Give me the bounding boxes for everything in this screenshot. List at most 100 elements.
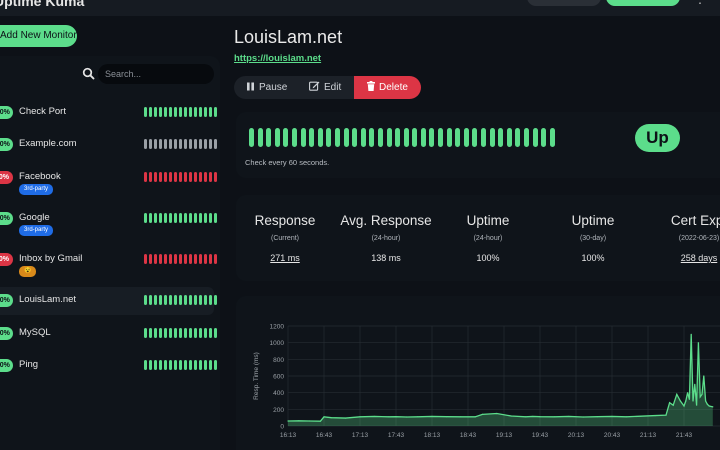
heartbeat-beat[interactable] (184, 254, 187, 264)
heartbeat-beat[interactable] (214, 360, 217, 370)
heartbeat-beat[interactable] (169, 360, 172, 370)
heartbeat-beat[interactable] (204, 139, 207, 149)
heartbeat-beat[interactable] (209, 328, 212, 338)
heartbeat-beat[interactable] (209, 107, 212, 117)
heartbeat-beat[interactable] (343, 128, 349, 147)
heartbeat-beat[interactable] (377, 128, 383, 147)
heartbeat-beat[interactable] (194, 139, 197, 149)
heartbeat-beat[interactable] (204, 360, 207, 370)
heartbeat-beat[interactable] (204, 254, 207, 264)
heartbeat-beat[interactable] (209, 254, 212, 264)
heartbeat-beat[interactable] (144, 254, 147, 264)
monitor-item[interactable]: 0% Inbox by Gmail 😵 (0, 246, 217, 277)
header-button-secondary[interactable] (527, 0, 601, 6)
heartbeat-beat[interactable] (209, 295, 212, 305)
heartbeat-beat[interactable] (159, 107, 162, 117)
heartbeat-beat[interactable] (169, 254, 172, 264)
heartbeat-beat[interactable] (169, 139, 172, 149)
heartbeat-beat[interactable] (463, 128, 469, 147)
heartbeat-beat[interactable] (403, 128, 409, 147)
heartbeat-beat[interactable] (541, 128, 547, 147)
heartbeat-beat[interactable] (154, 254, 157, 264)
heartbeat-beat[interactable] (164, 360, 167, 370)
heartbeat-beat[interactable] (199, 360, 202, 370)
heartbeat-beat[interactable] (144, 360, 147, 370)
heartbeat-beat[interactable] (164, 254, 167, 264)
heartbeat-beat[interactable] (204, 172, 207, 182)
heartbeat-beat[interactable] (214, 328, 217, 338)
heartbeat-beat[interactable] (524, 128, 529, 147)
heartbeat-beat[interactable] (159, 328, 162, 338)
heartbeat-beat[interactable] (174, 295, 177, 305)
heartbeat-beat[interactable] (149, 254, 152, 264)
heartbeat-beat[interactable] (159, 295, 162, 305)
monitor-item[interactable]: 0% Facebook 3rd-party (0, 164, 217, 195)
heartbeat-beat[interactable] (169, 107, 172, 117)
edit-button[interactable]: Edit (296, 76, 354, 99)
heartbeat-beat[interactable] (149, 360, 152, 370)
pause-button[interactable]: Pause (234, 76, 296, 99)
heartbeat-beat[interactable] (214, 295, 217, 305)
heartbeat-beat[interactable] (149, 172, 152, 182)
heartbeat-beat[interactable] (214, 107, 217, 117)
heartbeat-beat[interactable] (334, 128, 340, 147)
heartbeat-beat[interactable] (179, 139, 182, 149)
heartbeat-beat[interactable] (204, 213, 207, 223)
header-button-primary[interactable] (606, 0, 680, 6)
heartbeat-beat[interactable] (154, 295, 157, 305)
heartbeat-beat[interactable] (174, 328, 177, 338)
heartbeat-beat[interactable] (164, 139, 167, 149)
heartbeat-beat[interactable] (189, 295, 192, 305)
heartbeat-beat[interactable] (149, 328, 152, 338)
heartbeat-beat[interactable] (204, 295, 207, 305)
heartbeat-beat[interactable] (194, 172, 197, 182)
heartbeat-beat[interactable] (184, 360, 187, 370)
heartbeat-beat[interactable] (164, 213, 167, 223)
heartbeat-beat[interactable] (317, 128, 323, 147)
heartbeat-beat[interactable] (199, 254, 202, 264)
heartbeat-beat[interactable] (174, 213, 177, 223)
heartbeat-beat[interactable] (429, 128, 435, 147)
stat-value[interactable]: 271 ms (270, 253, 300, 263)
monitor-item[interactable]: 100% Check Port (0, 99, 217, 127)
heartbeat-beat[interactable] (199, 213, 202, 223)
search-input[interactable] (98, 64, 214, 84)
stat-value[interactable]: 258 days (680, 253, 718, 263)
heartbeat-beat[interactable] (179, 295, 182, 305)
heartbeat-beat[interactable] (515, 128, 521, 147)
heartbeat-beat[interactable] (481, 128, 487, 147)
heartbeat-beat[interactable] (184, 213, 187, 223)
heartbeat-beat[interactable] (455, 128, 461, 147)
heartbeat-beat[interactable] (189, 213, 192, 223)
heartbeat-beat[interactable] (204, 328, 207, 338)
heartbeat-beat[interactable] (506, 128, 512, 147)
heartbeat-beat[interactable] (266, 128, 272, 147)
heartbeat-beat[interactable] (283, 128, 289, 147)
heartbeat-beat[interactable] (369, 128, 375, 147)
heartbeat-beat[interactable] (149, 107, 152, 117)
heartbeat-beat[interactable] (214, 213, 217, 223)
heartbeat-beat[interactable] (498, 128, 504, 147)
heartbeat-beat[interactable] (420, 128, 426, 147)
heartbeat-beat[interactable] (179, 254, 182, 264)
add-new-monitor-button[interactable]: Add New Monitor (0, 25, 77, 47)
heartbeat-beat[interactable] (169, 328, 172, 338)
heartbeat-beat[interactable] (164, 172, 167, 182)
heartbeat-beat[interactable] (154, 107, 157, 117)
heartbeat-beat[interactable] (174, 172, 177, 182)
heartbeat-beat[interactable] (446, 128, 452, 147)
heartbeat-beat[interactable] (189, 254, 192, 264)
heartbeat-beat[interactable] (169, 172, 172, 182)
heartbeat-beat[interactable] (214, 139, 217, 149)
heartbeat-beat[interactable] (159, 139, 162, 149)
heartbeat-beat[interactable] (189, 360, 192, 370)
heartbeat-beat[interactable] (184, 139, 187, 149)
heartbeat-beat[interactable] (144, 328, 147, 338)
heartbeat-beat[interactable] (199, 172, 202, 182)
heartbeat-beat[interactable] (209, 139, 212, 149)
heartbeat-beat[interactable] (184, 172, 187, 182)
heartbeat-beat[interactable] (489, 128, 495, 147)
heartbeat-beat[interactable] (199, 328, 202, 338)
heartbeat-beat[interactable] (159, 213, 162, 223)
heartbeat-beat[interactable] (274, 128, 280, 147)
